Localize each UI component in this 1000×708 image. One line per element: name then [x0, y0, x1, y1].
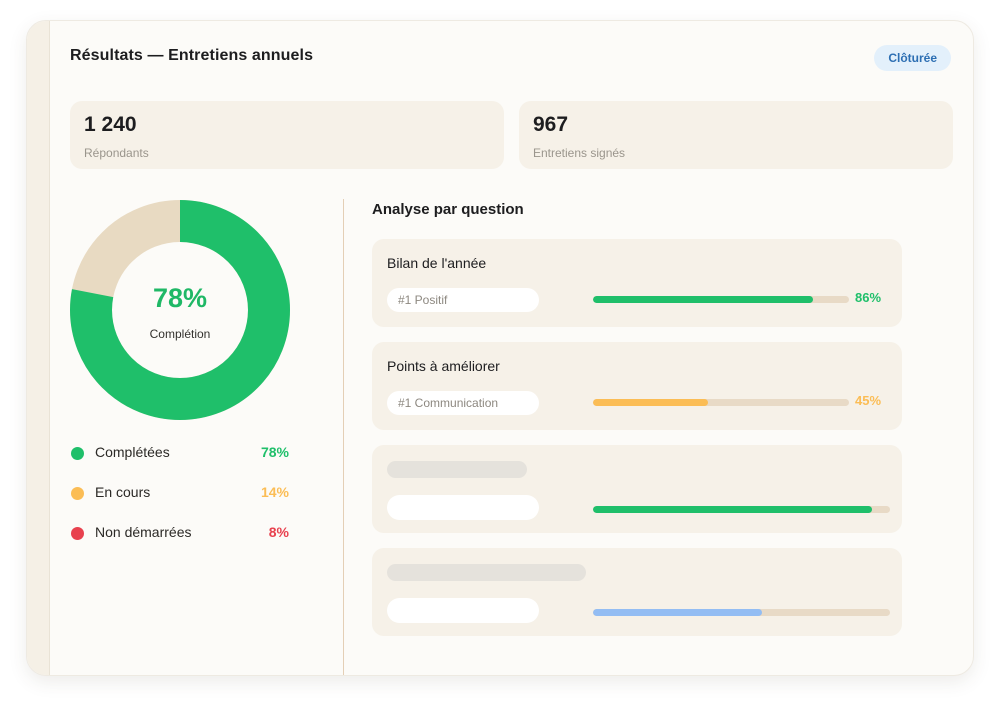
completion-label: Complétion — [149, 327, 211, 341]
results-card: Résultats — Entretiens annuels Clôturée … — [26, 20, 974, 676]
question-card-year-review[interactable]: Bilan de l'année #1 Positif 86% — [372, 239, 902, 327]
legend-item-completed: Complétées 78% — [69, 441, 289, 481]
skeleton-title — [387, 461, 527, 478]
question-card-improvements[interactable]: Points à améliorer #1 Communication 45% — [372, 342, 902, 430]
analysis-title: Analyse par question — [372, 201, 524, 218]
page-title: Résultats — Entretiens annuels — [70, 47, 314, 64]
red-dot-icon — [71, 527, 84, 540]
stat-value: 1 240 — [84, 113, 137, 136]
progress-fill — [593, 399, 709, 406]
legend-label: En cours — [95, 484, 151, 500]
side-panel-edge — [27, 21, 50, 675]
question-card-placeholder — [372, 445, 902, 533]
legend-value: 78% — [260, 444, 289, 460]
stat-label: Entretiens signés — [533, 146, 626, 160]
progress-fill — [593, 296, 814, 303]
legend-label: Complétées — [95, 444, 170, 460]
progress-track — [593, 296, 849, 303]
legend-label: Non démarrées — [95, 524, 192, 540]
legend-value: 8% — [268, 524, 289, 540]
stat-card-respondents: 1 240 Répondants — [70, 101, 504, 169]
question-title: Bilan de l'année — [387, 255, 487, 271]
progress-track — [593, 609, 890, 616]
stat-value: 967 — [533, 113, 569, 136]
skeleton-title — [387, 564, 586, 581]
top-answer-tag: #1 Positif — [387, 288, 539, 312]
progress-fill — [593, 506, 873, 513]
completion-value: 78% — [152, 283, 208, 313]
skeleton-pill — [387, 495, 539, 520]
vertical-divider — [343, 199, 344, 675]
donut-completed-segment — [70, 200, 290, 420]
completion-donut: 78% Complétion — [69, 199, 291, 421]
legend-item-not-started: Non démarrées 8% — [69, 521, 289, 561]
green-dot-icon — [71, 447, 84, 460]
question-percent: 45% — [855, 393, 882, 408]
progress-track — [593, 399, 849, 406]
legend-value: 14% — [260, 484, 289, 500]
stat-label: Répondants — [84, 146, 149, 160]
orange-dot-icon — [71, 487, 84, 500]
donut-chart — [70, 200, 290, 420]
status-legend: Complétées 78% En cours 14% Non démarrée… — [69, 441, 289, 561]
skeleton-pill — [387, 598, 539, 623]
progress-track — [593, 506, 890, 513]
stat-card-signed: 967 Entretiens signés — [519, 101, 953, 169]
top-answer-tag: #1 Communication — [387, 391, 539, 415]
question-percent: 86% — [855, 290, 882, 305]
question-title: Points à améliorer — [387, 358, 500, 374]
status-badge: Clôturée — [874, 45, 951, 71]
donut-center: 78% Complétion — [69, 199, 291, 421]
progress-fill — [593, 609, 763, 616]
question-card-placeholder — [372, 548, 902, 636]
legend-item-in-progress: En cours 14% — [69, 481, 289, 521]
